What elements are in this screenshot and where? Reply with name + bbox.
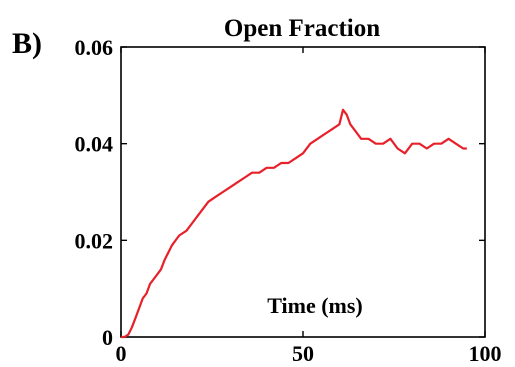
series-group [121,108,467,339]
panel-label: B) [12,27,42,60]
x-tick-label: 100 [469,341,502,366]
y-tick-label: 0.06 [75,35,114,60]
y-tick-label: 0.04 [75,132,114,157]
x-axis-label: Time (ms) [267,293,363,318]
series-line [121,108,467,339]
x-tick-label: 50 [292,341,314,366]
x-tick-label: 0 [116,341,127,366]
y-tick-label: 0 [102,325,113,350]
y-tick-labels: 0 0.02 0.04 0.06 [75,35,114,350]
axis-ticks [120,46,486,338]
x-tick-labels: 0 50 100 [116,341,502,366]
y-tick-label: 0.02 [75,228,114,253]
chart-title: Open Fraction [224,15,380,42]
